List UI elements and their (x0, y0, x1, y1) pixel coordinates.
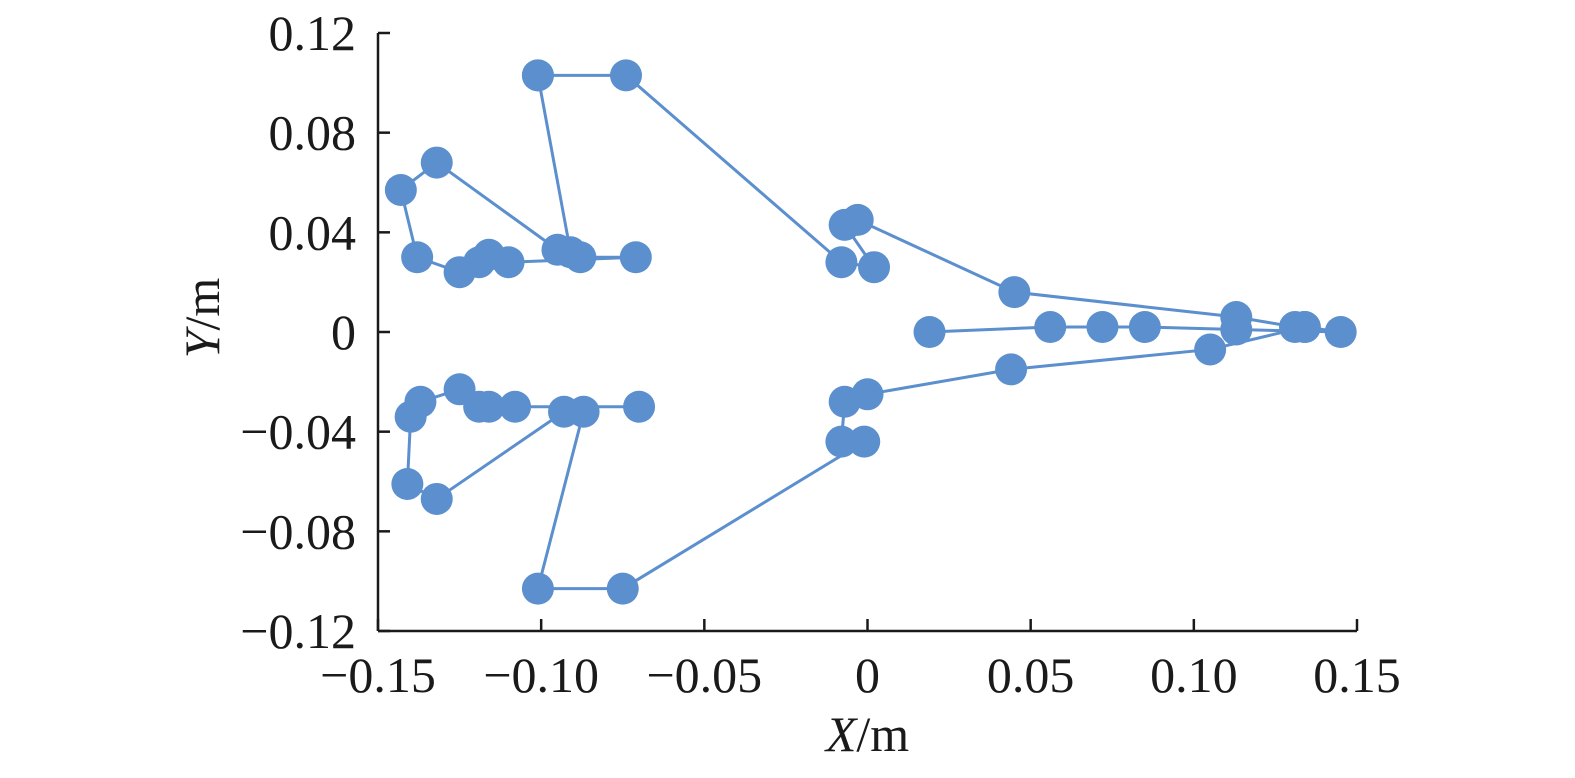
data-point (610, 59, 643, 92)
x-tick-label: −0.15 (320, 647, 436, 703)
y-axis-ticks: 0.12 0.08 0.04 0 −0.04 −0.08 −0.12 (240, 5, 390, 659)
data-point (1128, 311, 1161, 344)
y-tick-label: 0 (331, 304, 356, 360)
data-point (825, 246, 858, 279)
y-tick-label: −0.04 (240, 404, 356, 460)
y-axis-title: Y/m (174, 278, 230, 359)
data-point (420, 482, 453, 515)
data-point (995, 353, 1028, 386)
data-point (998, 276, 1031, 309)
data-point (1288, 311, 1321, 344)
data-point (619, 241, 652, 274)
data-point (1086, 311, 1119, 344)
y-tick-label: −0.12 (240, 603, 356, 659)
data-point (391, 467, 424, 500)
data-point (548, 395, 581, 428)
y-tick-label: 0.08 (269, 105, 357, 161)
data-point (1324, 316, 1357, 348)
series-2 (391, 311, 1321, 605)
data-point (499, 390, 532, 423)
x-tick-label: 0 (855, 647, 880, 703)
series-line (537, 73, 1343, 334)
series-3 (384, 59, 652, 289)
data-point (541, 233, 574, 266)
x-tick-label: 0.05 (987, 647, 1075, 703)
data-point (848, 425, 881, 458)
data-point (472, 390, 505, 423)
data-point (404, 385, 437, 418)
data-point (443, 256, 476, 289)
series-layer (384, 59, 1357, 605)
data-point (841, 203, 874, 236)
x-tick-label: 0.15 (1313, 647, 1401, 703)
data-point (420, 146, 453, 179)
y-tick-label: 0.12 (269, 5, 357, 61)
data-point (858, 251, 891, 284)
data-point (521, 59, 554, 92)
y-axis-title-unit: /m (174, 278, 230, 331)
x-axis-title: X/m (824, 706, 909, 762)
x-tick-label: −0.05 (646, 647, 762, 703)
series-line (405, 325, 1306, 591)
x-tick-label: −0.10 (483, 647, 599, 703)
data-point (825, 425, 858, 458)
series-1 (521, 59, 1357, 348)
data-point (1194, 333, 1227, 366)
y-tick-label: −0.08 (240, 503, 356, 559)
data-point (623, 390, 656, 423)
data-point (384, 173, 417, 206)
data-point (913, 316, 946, 348)
data-point (1220, 313, 1253, 346)
x-axis-title-unit: /m (856, 706, 909, 762)
data-point (401, 241, 434, 274)
x-axis-title-variable: X (824, 706, 859, 762)
x-tick-label: 0.10 (1150, 647, 1238, 703)
y-tick-label: 0.04 (269, 204, 357, 260)
data-point (606, 572, 639, 605)
data-point (1034, 311, 1067, 344)
data-point (828, 385, 861, 418)
x-axis-ticks: −0.15 −0.10 −0.05 0 0.05 0.10 0.15 (320, 619, 1401, 703)
data-point (521, 572, 554, 605)
y-axis-title-variable: Y (174, 325, 230, 358)
